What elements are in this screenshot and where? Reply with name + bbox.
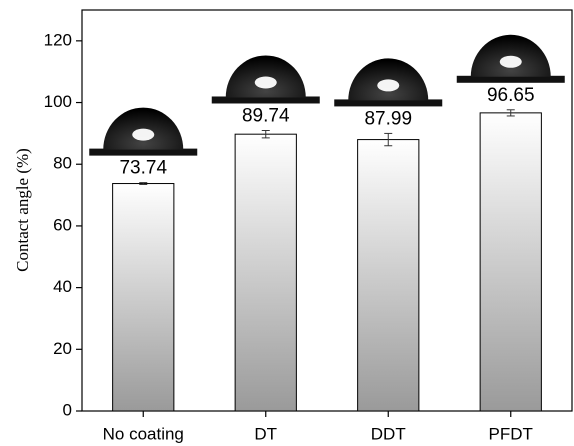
droplet-base: [457, 76, 565, 83]
droplet-base: [212, 96, 320, 103]
droplet-highlight: [377, 79, 399, 91]
value-label: 89.74: [242, 106, 290, 127]
droplet-base: [334, 99, 442, 106]
chart: Contact angle (%) 0 20 40 60 80 100 120 No coat…: [0, 0, 574, 446]
bar: [358, 140, 419, 411]
droplet-highlight: [132, 129, 154, 141]
value-label: 96.65: [487, 85, 535, 106]
bar: [235, 134, 296, 411]
y-tick-label: 40: [53, 277, 72, 296]
droplet-highlight: [500, 56, 522, 68]
bar: [113, 184, 174, 411]
x-tick-label: No coating: [103, 424, 184, 443]
droplet-highlight: [255, 76, 277, 88]
value-label: 87.99: [364, 108, 412, 129]
droplet-base: [89, 149, 197, 156]
bar: [480, 113, 541, 411]
x-tick-label: PFDT: [489, 424, 533, 443]
y-tick-label: 120: [44, 30, 72, 49]
y-tick-label: 0: [63, 400, 72, 419]
x-tick-label: DDT: [371, 424, 406, 443]
y-axis-label: Contact angle (%): [13, 148, 32, 272]
y-tick-label: 60: [53, 215, 72, 234]
y-tick-label: 100: [44, 92, 72, 111]
y-tick-label: 80: [53, 154, 72, 173]
x-tick-label: DT: [254, 424, 277, 443]
value-label: 73.74: [119, 158, 167, 179]
y-tick-label: 20: [53, 339, 72, 358]
